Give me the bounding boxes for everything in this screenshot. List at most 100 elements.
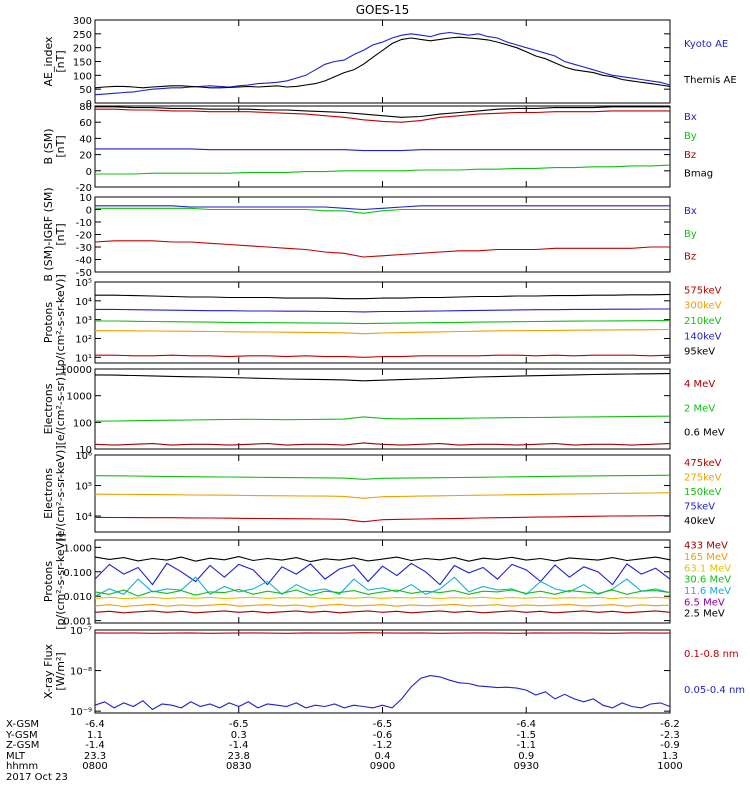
y-tick-label: 20: [79, 151, 92, 162]
y-axis-label: AE_index[nT]: [42, 36, 67, 87]
legend-entry: By: [684, 229, 697, 240]
y-tick-label: 10⁴: [75, 512, 92, 523]
series-line-11-6-mev: [94, 576, 671, 597]
orbit-value: 0.9: [518, 751, 534, 762]
series-line-210kev: [95, 320, 671, 325]
legend-entry: 140keV: [684, 331, 722, 342]
series-line-2-mev: [94, 415, 671, 422]
series-line-95kev: [95, 293, 671, 300]
orbit-value: -6.2: [660, 719, 680, 730]
legend-entry: 40keV: [684, 516, 715, 527]
legend-entry: Kyoto AE: [684, 39, 728, 50]
series-line-475kev: [94, 515, 671, 523]
series-line-bx: [95, 148, 670, 152]
legend-entry: 2.5 MeV: [684, 609, 725, 620]
series-line-themis-ae: [94, 36, 671, 89]
y-tick-label: 10⁵: [75, 482, 92, 493]
panel-3: -50-40 -30-20 -100 10 B (SM)-IGRF (SM)[nT]: [42, 187, 671, 282]
orbit-value: 1.3: [662, 751, 678, 762]
y-tick-label: 0: [86, 167, 92, 178]
legend-entry: Bx: [684, 112, 697, 123]
y-tick-label: 10⁶: [75, 451, 92, 462]
y-tick-label: 10000: [60, 365, 92, 376]
series-line-0-1-0-8-nm: [94, 632, 670, 634]
legend-entry: 30.6 MeV: [684, 575, 731, 586]
y-axis-label: B (SM)-IGRF (SM)[nT]: [42, 187, 67, 281]
series-line-bx: [95, 205, 670, 211]
series-line-150kev: [94, 474, 671, 480]
legend-entry: Themis AE: [683, 75, 737, 86]
y-tick-label: 60: [79, 118, 92, 129]
y-tick-label: 100: [73, 71, 92, 82]
legend-entry: By: [684, 131, 697, 142]
y-tick-label: 100: [73, 418, 92, 429]
orbit-value: 0830: [226, 761, 251, 772]
legend-entry: 150keV: [684, 487, 722, 498]
y-tick-label: 80: [79, 102, 92, 113]
orbit-value: -0.9: [660, 740, 680, 751]
series-line-275kev: [94, 492, 671, 499]
series-line-2-5-mev: [94, 556, 671, 563]
series-line-0-6-mev: [94, 373, 671, 382]
series-line-bz: [94, 240, 670, 258]
orbit-value: -0.6: [373, 730, 393, 741]
legend-entry: 4 MeV: [684, 379, 715, 390]
series-line-300kev: [95, 328, 671, 335]
y-tick-label: -20: [76, 231, 92, 242]
legend-entry: 433 MeV: [684, 541, 728, 552]
series-line-bz: [95, 108, 670, 123]
legend-entry: 0.1-0.8 nm: [684, 649, 739, 660]
orbit-value: 23.3: [84, 751, 106, 762]
panel-2: -20 0 20 40 60 80 B (SM)[nT]: [42, 102, 671, 194]
orbit-value: 1.1: [87, 730, 103, 741]
legend-entry: Bmag: [684, 169, 713, 180]
y-tick-label: -50: [76, 268, 92, 279]
orbit-value: -1.4: [85, 740, 105, 751]
orbit-value: 23.8: [228, 751, 250, 762]
orbit-value: -6.5: [373, 719, 393, 730]
orbit-row-label: MLT: [6, 751, 26, 762]
legend-entry: 6.5 MeV: [684, 597, 725, 608]
legend-entry: 165 MeV: [684, 552, 728, 563]
y-axis-label: Protons[p/(cm²-s-sr-keV)]: [42, 533, 67, 630]
series-line-6-5-mev: [94, 562, 671, 586]
legend-entry: 75keV: [684, 501, 715, 512]
series-line-30-6-mev: [94, 588, 671, 597]
y-tick-label: 250: [73, 30, 92, 41]
y-axis-label: B (SM)[nT]: [42, 128, 67, 164]
series-line-by: [95, 164, 671, 175]
y-tick-label: 150: [73, 58, 92, 69]
panel-frame: [94, 19, 671, 104]
orbit-value: -1.5: [516, 730, 536, 741]
series-line-4-mev: [94, 442, 671, 446]
y-tick-label: 10: [79, 193, 92, 204]
y-tick-label: -20: [76, 183, 92, 194]
panel-8: 10⁻⁹ 10⁻⁸ 10⁻⁷X-ray Flux[W/m²]: [42, 626, 671, 718]
legend-entry: 0.05-0.4 nm: [684, 685, 745, 696]
orbit-row-label: Y-GSM: [5, 730, 38, 741]
y-axis-label: X-ray Flux[W/m²]: [42, 643, 67, 699]
orbit-value: -6.5: [229, 719, 249, 730]
y-tick-label: 0: [86, 206, 92, 217]
orbit-value: 0.4: [375, 751, 391, 762]
legend-entry: 210keV: [684, 316, 722, 327]
series-line-165-mev: [94, 603, 671, 608]
orbit-value: -1.1: [516, 740, 536, 751]
y-tick-label: 50: [79, 85, 92, 96]
orbit-value: -2.3: [660, 730, 680, 741]
y-tick-label: 10²: [75, 334, 92, 345]
legend-entry: Bz: [684, 252, 696, 263]
orbit-value: -6.4: [516, 719, 536, 730]
orbit-value: -1.4: [229, 740, 249, 751]
legend-entry: 475keV: [684, 458, 722, 469]
y-tick-label: 1000: [67, 392, 92, 403]
panel-frame: [94, 368, 671, 450]
series-line-433-mev: [94, 610, 671, 614]
y-tick-label: 300: [73, 16, 92, 27]
y-tick-label: 0: [86, 99, 92, 110]
orbit-row-label: Z-GSM: [6, 740, 39, 751]
orbit-row-label: X-GSM: [6, 719, 39, 730]
y-tick-label: 1.000: [63, 543, 92, 554]
panel-frame: [94, 281, 671, 364]
